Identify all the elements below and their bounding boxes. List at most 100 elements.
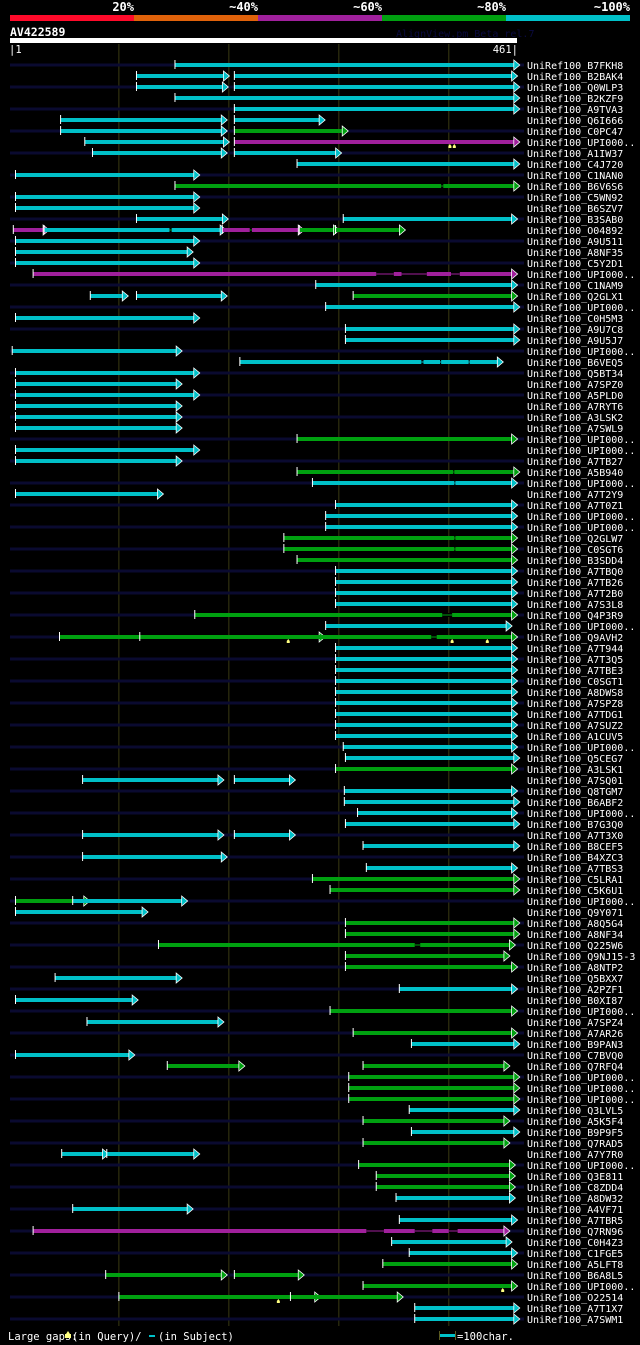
hit-label[interactable]: UniRef100_C1NAN0	[527, 171, 623, 182]
hit-label[interactable]: UniRef100_C4J720	[527, 160, 623, 171]
hit-label[interactable]: UniRef100_B9PAN3	[527, 1040, 623, 1051]
hit-label[interactable]: UniRef100_B2BAK4	[527, 72, 623, 83]
hit-label[interactable]: UniRef100_Q4P3R9	[527, 611, 623, 622]
hit-label[interactable]: UniRef100_A7T3X0	[527, 831, 623, 842]
hit-label[interactable]: UniRef100_UPI000..	[527, 523, 635, 534]
hit-label[interactable]: UniRef100_A3LSK2	[527, 413, 623, 424]
hit-label[interactable]: UniRef100_A1IW37	[527, 149, 623, 160]
hit-label[interactable]: UniRef100_A7T0Z1	[527, 501, 623, 512]
hit-label[interactable]: UniRef100_A7T944	[527, 644, 623, 655]
hit-label[interactable]: UniRef100_A5PLD0	[527, 391, 623, 402]
hit-label[interactable]: UniRef100_UPI000..	[527, 446, 635, 457]
hit-label[interactable]: UniRef100_B0XI87	[527, 996, 623, 1007]
hit-label[interactable]: UniRef100_C7BVQ0	[527, 1051, 623, 1062]
hit-label[interactable]: UniRef100_B2KZF9	[527, 94, 623, 105]
hit-label[interactable]: UniRef100_A7SQ01	[527, 776, 623, 787]
hit-label[interactable]: UniRef100_C5K6U1	[527, 886, 623, 897]
hit-label[interactable]: UniRef100_A3LSK1	[527, 765, 623, 776]
hit-label[interactable]: UniRef100_B4XZC3	[527, 853, 623, 864]
hit-label[interactable]: UniRef100_A7TB26	[527, 578, 623, 589]
hit-label[interactable]: UniRef100_A9TVA3	[527, 105, 623, 116]
hit-label[interactable]: UniRef100_Q225W6	[527, 941, 623, 952]
hit-label[interactable]: UniRef100_C1FGE5	[527, 1249, 623, 1260]
hit-label[interactable]: UniRef100_Q9Y071	[527, 908, 623, 919]
hit-label[interactable]: UniRef100_A7TB27	[527, 457, 623, 468]
hit-label[interactable]: UniRef100_B6VEQ5	[527, 358, 623, 369]
hit-label[interactable]: UniRef100_C5Y2D1	[527, 259, 623, 270]
hit-label[interactable]: UniRef100_Q6I666	[527, 116, 623, 127]
hit-label[interactable]: UniRef100_Q8TGM7	[527, 787, 623, 798]
hit-label[interactable]: UniRef100_UPI000..	[527, 743, 635, 754]
hit-label[interactable]: UniRef100_A7T2B0	[527, 589, 623, 600]
hit-label[interactable]: UniRef100_B6ABF2	[527, 798, 623, 809]
hit-label[interactable]: UniRef100_A7RYT6	[527, 402, 623, 413]
hit-label[interactable]: UniRef100_UPI000..	[527, 479, 635, 490]
hit-label[interactable]: UniRef100_A5LFT8	[527, 1260, 623, 1271]
hit-label[interactable]: UniRef100_A7SPZ4	[527, 1018, 623, 1029]
hit-label[interactable]: UniRef100_A8NTP2	[527, 963, 623, 974]
hit-label[interactable]: UniRef100_A7TDG1	[527, 710, 623, 721]
hit-label[interactable]: UniRef100_Q9NJ15-3	[527, 952, 635, 963]
hit-label[interactable]: UniRef100_A7S3L8	[527, 600, 623, 611]
hit-label[interactable]: UniRef100_B7G3Q0	[527, 820, 623, 831]
hit-label[interactable]: UniRef100_UPI000..	[527, 512, 635, 523]
hit-label[interactable]: UniRef100_Q5BXX7	[527, 974, 623, 985]
hit-label[interactable]: UniRef100_UPI000..	[527, 138, 635, 149]
hit-label[interactable]: UniRef100_A9U5J7	[527, 336, 623, 347]
hit-label[interactable]: UniRef100_B8CEF5	[527, 842, 623, 853]
hit-label[interactable]: UniRef100_A1CUV5	[527, 732, 623, 743]
hit-label[interactable]: UniRef100_A7AR26	[527, 1029, 623, 1040]
hit-label[interactable]: UniRef100_A7T1X7	[527, 1304, 623, 1315]
hit-label[interactable]: UniRef100_B6A8L5	[527, 1271, 623, 1282]
hit-label[interactable]: UniRef100_C0H5M3	[527, 314, 623, 325]
hit-label[interactable]: UniRef100_A8NF35	[527, 248, 623, 259]
hit-label[interactable]: UniRef100_B6SZV7	[527, 204, 623, 215]
hit-label[interactable]: UniRef100_A7TBS3	[527, 864, 623, 875]
hit-label[interactable]: UniRef100_A8DWS8	[527, 688, 623, 699]
hit-label[interactable]: UniRef100_O04892	[527, 226, 623, 237]
hit-label[interactable]: UniRef100_Q7RFQ4	[527, 1062, 623, 1073]
hit-label[interactable]: UniRef100_Q7RAD5	[527, 1139, 623, 1150]
hit-label[interactable]: UniRef100_Q3LVL5	[527, 1106, 623, 1117]
hit-label[interactable]: UniRef100_A2PZF1	[527, 985, 623, 996]
hit-label[interactable]: UniRef100_A9U511	[527, 237, 623, 248]
hit-label[interactable]: UniRef100_Q5CEG7	[527, 754, 623, 765]
hit-label[interactable]: UniRef100_A8NF34	[527, 930, 623, 941]
hit-label[interactable]: UniRef100_Q9AVH2	[527, 633, 623, 644]
hit-label[interactable]: UniRef100_A7T2Y9	[527, 490, 623, 501]
hit-label[interactable]: UniRef100_A7TBR5	[527, 1216, 623, 1227]
hit-label[interactable]: UniRef100_A8DW32	[527, 1194, 623, 1205]
hit-label[interactable]: UniRef100_O22514	[527, 1293, 623, 1304]
hit-label[interactable]: UniRef100_A7SWL9	[527, 424, 623, 435]
hit-label[interactable]: UniRef100_Q2GLX1	[527, 292, 623, 303]
hit-label[interactable]: UniRef100_B3SDD4	[527, 556, 623, 567]
hit-label[interactable]: UniRef100_UPI000..	[527, 435, 635, 446]
hit-label[interactable]: UniRef100_C0SGT1	[527, 677, 623, 688]
hit-label[interactable]: UniRef100_C5WN92	[527, 193, 623, 204]
hit-label[interactable]: UniRef100_UPI000..	[527, 809, 635, 820]
hit-label[interactable]: UniRef100_A5B940	[527, 468, 623, 479]
hit-label[interactable]: UniRef100_UPI000..	[527, 1073, 635, 1084]
hit-label[interactable]: UniRef100_B3SAB0	[527, 215, 623, 226]
hit-label[interactable]: UniRef100_UPI000..	[527, 1282, 635, 1293]
hit-label[interactable]: UniRef100_UPI000..	[527, 1084, 635, 1095]
hit-label[interactable]: UniRef100_Q3E811	[527, 1172, 623, 1183]
hit-label[interactable]: UniRef100_C8ZDD4	[527, 1183, 623, 1194]
hit-label[interactable]: UniRef100_C1NAM9	[527, 281, 623, 292]
hit-label[interactable]: UniRef100_A7TBQ0	[527, 567, 623, 578]
hit-label[interactable]: UniRef100_Q7RN96	[527, 1227, 623, 1238]
hit-label[interactable]: UniRef100_Q0WLP3	[527, 83, 623, 94]
hit-label[interactable]: UniRef100_A7SPZ8	[527, 699, 623, 710]
hit-label[interactable]: UniRef100_A7TBE3	[527, 666, 623, 677]
hit-label[interactable]: UniRef100_Q5BT34	[527, 369, 623, 380]
hit-label[interactable]: UniRef100_C0SGT6	[527, 545, 623, 556]
hit-label[interactable]: UniRef100_UPI000..	[527, 1007, 635, 1018]
hit-label[interactable]: UniRef100_B9P9F5	[527, 1128, 623, 1139]
hit-label[interactable]: UniRef100_A7SWM1	[527, 1315, 623, 1326]
hit-label[interactable]: UniRef100_UPI000..	[527, 270, 635, 281]
hit-label[interactable]: UniRef100_Q2GLW7	[527, 534, 623, 545]
hit-label[interactable]: UniRef100_A9U7C8	[527, 325, 623, 336]
hit-label[interactable]: UniRef100_A5K5F4	[527, 1117, 623, 1128]
hit-label[interactable]: UniRef100_A7T3Q5	[527, 655, 623, 666]
hit-label[interactable]: UniRef100_UPI000..	[527, 1095, 635, 1106]
